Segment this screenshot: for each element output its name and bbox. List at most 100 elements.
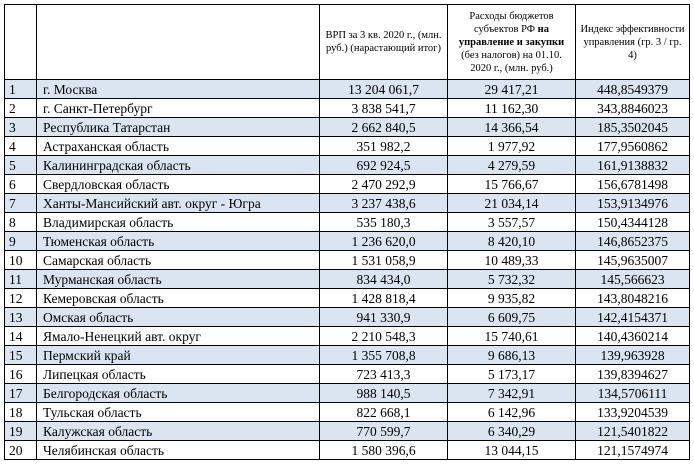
region-name: Липецкая область: [36, 364, 320, 384]
index-value: 142,4154371: [575, 307, 690, 327]
index-value: 133,9204539: [575, 402, 690, 422]
region-name: Омская область: [36, 307, 320, 327]
table-row: 13 Омская область 941 330,9 6 609,75 142,415…: [4, 307, 690, 327]
grp-value: 2 210 548,3: [319, 326, 448, 346]
row-number: 7: [4, 193, 37, 213]
row-number: 13: [4, 307, 37, 327]
row-number: 6: [4, 174, 37, 194]
expenses-value: 15 740,61: [447, 326, 576, 346]
table-row: 16 Липецкая область 723 413,3 5 173,17 139,8…: [4, 364, 690, 384]
region-name: Свердловская область: [36, 174, 320, 194]
grp-value: 1 355 708,8: [319, 345, 448, 365]
region-name: Астраханская область: [36, 136, 320, 156]
grp-value: 822 668,1: [319, 402, 448, 422]
grp-value: 351 982,2: [319, 136, 448, 156]
index-value: 139,963928: [575, 345, 690, 365]
index-value: 121,5401822: [575, 421, 690, 441]
expenses-value: 1 977,92: [447, 136, 576, 156]
row-number: 16: [4, 364, 37, 384]
index-value: 150,4344128: [575, 212, 690, 232]
index-value: 146,8652375: [575, 231, 690, 251]
expenses-value: 8 420,10: [447, 231, 576, 251]
row-number: 14: [4, 326, 37, 346]
row-number: 4: [4, 136, 37, 156]
index-value: 161,9138832: [575, 155, 690, 175]
index-value: 140,4360214: [575, 326, 690, 346]
region-name: Мурманская область: [36, 269, 320, 289]
row-number: 17: [4, 383, 37, 403]
region-name: Кемеровская область: [36, 288, 320, 308]
region-name: Калининградская область: [36, 155, 320, 175]
index-value: 145,566623: [575, 269, 690, 289]
header-number: [4, 4, 37, 80]
expenses-value: 6 609,75: [447, 307, 576, 327]
table-row: 20 Челябинская область 1 580 396,6 13 044,1…: [4, 440, 690, 460]
region-name: Ханты-Мансийский авт. округ - Югра: [36, 193, 320, 213]
region-name: Республика Татарстан: [36, 117, 320, 137]
row-number: 3: [4, 117, 37, 137]
grp-value: 723 413,3: [319, 364, 448, 384]
expenses-value: 6 340,29: [447, 421, 576, 441]
region-name: Пермский край: [36, 345, 320, 365]
expenses-value: 29 417,21: [447, 79, 576, 99]
grp-value: 535 180,3: [319, 212, 448, 232]
expenses-value: 11 162,30: [447, 98, 576, 118]
index-value: 143,8048216: [575, 288, 690, 308]
table-row: 1 г. Москва 13 204 061,7 29 417,21 448,85493…: [4, 79, 690, 99]
grp-value: 834 434,0: [319, 269, 448, 289]
region-name: г. Санкт-Петербург: [36, 98, 320, 118]
header-expenses-bold: на управление и закупки: [458, 23, 565, 48]
header-expenses: Расходы бюджетов субъектов РФ на управле…: [447, 4, 576, 80]
index-value: 185,3502045: [575, 117, 690, 137]
expenses-value: 9 935,82: [447, 288, 576, 308]
header-expenses-pre: Расходы бюджетов субъектов РФ: [469, 10, 554, 35]
table-body: 1 г. Москва 13 204 061,7 29 417,21 448,85493…: [4, 79, 690, 460]
expenses-value: 13 044,15: [447, 440, 576, 460]
row-number: 9: [4, 231, 37, 251]
table-row: 17 Белгородская область 988 140,5 7 342,91 1…: [4, 383, 690, 403]
row-number: 18: [4, 402, 37, 422]
region-name: Белгородская область: [36, 383, 320, 403]
grp-value: 941 330,9: [319, 307, 448, 327]
index-value: 121,1574974: [575, 440, 690, 460]
expenses-value: 9 686,13: [447, 345, 576, 365]
table-row: 11 Мурманская область 834 434,0 5 732,32 145…: [4, 269, 690, 289]
region-name: Тульская область: [36, 402, 320, 422]
grp-value: 770 599,7: [319, 421, 448, 441]
index-value: 139,8394627: [575, 364, 690, 384]
row-number: 5: [4, 155, 37, 175]
expenses-value: 7 342,91: [447, 383, 576, 403]
table-row: 5 Калининградская область 692 924,5 4 279,5…: [4, 155, 690, 175]
expenses-value: 14 366,54: [447, 117, 576, 137]
grp-value: 2 470 292,9: [319, 174, 448, 194]
row-number: 15: [4, 345, 37, 365]
region-name: г. Москва: [36, 79, 320, 99]
expenses-value: 21 034,14: [447, 193, 576, 213]
table-row: 19 Калужская область 770 599,7 6 340,29 121,…: [4, 421, 690, 441]
region-name: Самарская область: [36, 250, 320, 270]
grp-value: 988 140,5: [319, 383, 448, 403]
index-value: 134,5706111: [575, 383, 690, 403]
table-row: 7 Ханты-Мансийский авт. округ - Югра 3 237…: [4, 193, 690, 213]
region-name: Челябинская область: [36, 440, 320, 460]
row-number: 11: [4, 269, 37, 289]
expenses-value: 6 142,96: [447, 402, 576, 422]
index-value: 448,8549379: [575, 79, 690, 99]
region-name: Ямало-Ненецкий авт. округ: [36, 326, 320, 346]
index-value: 153,9134976: [575, 193, 690, 213]
table-row: 6 Свердловская область 2 470 292,9 15 766,6…: [4, 174, 690, 194]
table-row: 14 Ямало-Ненецкий авт. округ 2 210 548,3 15…: [4, 326, 690, 346]
index-value: 177,9560862: [575, 136, 690, 156]
region-name: Владимирская область: [36, 212, 320, 232]
row-number: 20: [4, 440, 37, 460]
header-region: [36, 4, 320, 80]
expenses-value: 4 279,59: [447, 155, 576, 175]
table-row: 18 Тульская область 822 668,1 6 142,96 133,9…: [4, 402, 690, 422]
index-value: 145,9635007: [575, 250, 690, 270]
expenses-value: 15 766,67: [447, 174, 576, 194]
table-row: 9 Тюменская область 1 236 620,0 8 420,10 146…: [4, 231, 690, 251]
table-row: 2 г. Санкт-Петербург 3 838 541,7 11 162,30 3…: [4, 98, 690, 118]
table-row: 10 Самарская область 1 531 058,9 10 489,33 1…: [4, 250, 690, 270]
table-row: 8 Владимирская область 535 180,3 3 557,57 15…: [4, 212, 690, 232]
grp-value: 692 924,5: [319, 155, 448, 175]
